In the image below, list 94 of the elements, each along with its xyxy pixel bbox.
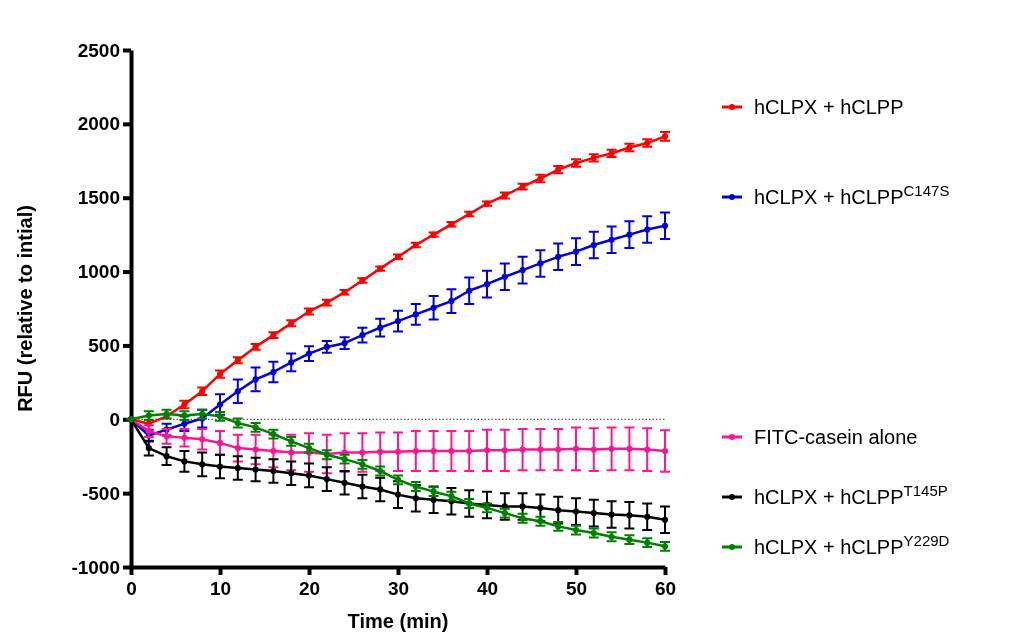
point — [181, 458, 188, 465]
point — [590, 446, 597, 453]
point — [377, 486, 384, 493]
point — [412, 495, 419, 502]
point — [608, 236, 615, 243]
point — [234, 445, 241, 452]
point — [412, 311, 419, 318]
point — [305, 472, 313, 479]
point — [199, 436, 206, 443]
point — [288, 470, 295, 477]
point — [572, 248, 580, 255]
point — [163, 453, 170, 460]
point — [519, 446, 526, 453]
x-tick-label: 20 — [298, 578, 321, 600]
point — [519, 503, 526, 510]
x-tick-label: 40 — [476, 578, 499, 600]
legend-label: hCLPX + hCLPP — [754, 96, 904, 118]
point — [252, 376, 259, 383]
point — [644, 226, 651, 233]
point — [377, 448, 384, 455]
point — [644, 513, 651, 520]
point — [501, 273, 508, 280]
point — [394, 491, 402, 498]
x-tick-label: 10 — [209, 578, 232, 600]
point — [626, 512, 633, 519]
point — [216, 439, 224, 446]
point — [537, 260, 544, 267]
point — [359, 449, 366, 456]
point — [483, 281, 491, 288]
point — [661, 222, 669, 229]
point — [252, 446, 259, 453]
point — [359, 483, 366, 490]
point — [181, 434, 188, 441]
point — [341, 479, 348, 486]
point — [555, 253, 562, 260]
point — [216, 401, 224, 408]
point — [288, 449, 295, 456]
point — [234, 388, 241, 395]
point — [394, 448, 402, 455]
point — [590, 510, 597, 517]
legend-label: hCLPX + hCLPP$^{T145P}$ — [754, 481, 948, 508]
point — [608, 445, 615, 452]
legend-label: FITC-casein alone — [754, 426, 918, 448]
y-tick-label: -500 — [81, 482, 120, 504]
point — [661, 447, 669, 455]
x-tick-label: 30 — [387, 578, 410, 600]
y-tick-label: -1000 — [71, 556, 120, 578]
y-tick-label: 1000 — [77, 261, 120, 283]
point — [572, 445, 580, 452]
point — [199, 461, 206, 468]
x-axis-title: Time (min) — [347, 610, 449, 632]
y-tick-label: 0 — [109, 408, 120, 430]
point — [572, 508, 580, 515]
x-tick-label: 50 — [565, 578, 588, 600]
y-axis-title: RFU (relative to intial) — [14, 205, 36, 412]
x-tick-label: 0 — [126, 578, 137, 600]
legend-label: hCLPX + hCLPP$^{C147S}$ — [754, 181, 950, 208]
y-tick-label: 2000 — [77, 113, 120, 135]
point — [288, 359, 295, 366]
point — [430, 496, 437, 503]
point — [555, 507, 562, 514]
y-tick-label: 500 — [88, 335, 120, 357]
point — [626, 445, 633, 452]
legend-label: hCLPX + hCLPP$^{Y229D}$ — [754, 531, 950, 558]
point — [661, 516, 669, 523]
point — [216, 463, 224, 470]
point — [252, 466, 259, 473]
point — [448, 298, 455, 305]
point — [501, 447, 508, 454]
point — [270, 368, 277, 376]
point — [519, 267, 526, 274]
point — [555, 446, 562, 453]
y-tick-label: 1500 — [77, 187, 120, 209]
point — [537, 504, 544, 511]
point — [377, 324, 384, 331]
point — [590, 241, 597, 249]
point — [644, 446, 651, 453]
point — [466, 287, 473, 294]
point — [430, 447, 437, 455]
point — [448, 447, 455, 455]
point — [626, 231, 633, 238]
point — [483, 447, 491, 454]
point — [412, 447, 419, 455]
point — [323, 476, 330, 483]
point — [394, 317, 402, 325]
point — [537, 446, 544, 453]
point — [270, 447, 277, 455]
point — [234, 464, 241, 472]
y-tick-label: 2500 — [77, 39, 120, 61]
point — [270, 467, 277, 475]
point — [466, 447, 473, 455]
point — [430, 304, 437, 311]
point — [608, 511, 615, 518]
x-tick-label: 60 — [654, 578, 677, 600]
